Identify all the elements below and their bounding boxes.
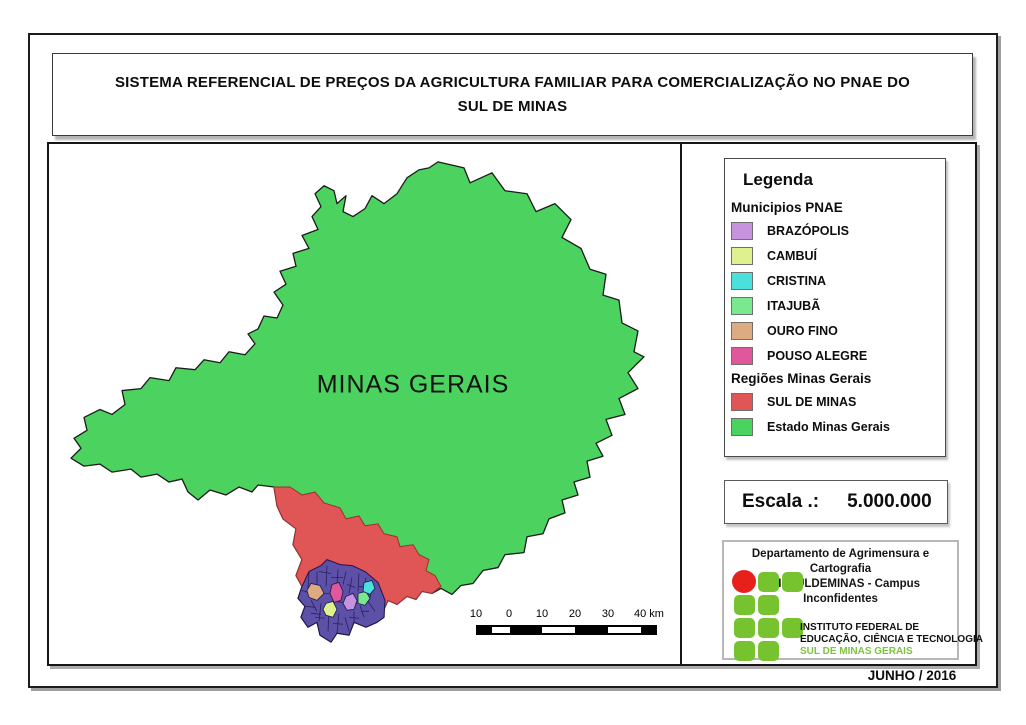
scale-tick-label: 0 <box>505 608 513 620</box>
logo-red-circle <box>732 570 756 593</box>
scale-bar: 10 0 10 20 30 40 km <box>470 608 680 640</box>
logo-square <box>734 595 755 615</box>
color-swatch <box>731 271 753 290</box>
legend-item-label: SUL DE MINAS <box>767 394 857 409</box>
color-swatch <box>731 417 753 436</box>
logo-square <box>782 618 803 638</box>
color-swatch <box>731 392 753 411</box>
scale-box: Escala .: 5.000.000 <box>724 480 948 524</box>
scale-label: Escala .: <box>742 491 820 512</box>
legend-item-label: OURO FINO <box>767 323 838 338</box>
legend-item-label: ITAJUBÃ <box>767 298 821 313</box>
legend-item-brazopolis: BRAZÓPOLIS <box>731 221 945 240</box>
legend-item-itajuba: ITAJUBÃ <box>731 296 945 315</box>
ouro-fino-shape <box>306 583 325 601</box>
logo-square <box>758 641 779 661</box>
legend: Legenda Municipios PNAE BRAZÓPOLIS CAMBU… <box>724 158 946 457</box>
municipios-cluster-shape <box>297 559 386 643</box>
logo-square <box>782 572 803 592</box>
scale-tick-label: 10 <box>535 608 549 620</box>
logo-square <box>758 595 779 615</box>
legend-item-ouro-fino: OURO FINO <box>731 321 945 340</box>
map-title-line2: SUL DE MINAS <box>457 97 568 115</box>
legend-item-label: BRAZÓPOLIS <box>767 223 849 238</box>
legend-item-cambui: CAMBUÍ <box>731 246 945 265</box>
legend-section-municipios: Municipios PNAE <box>731 200 843 215</box>
color-swatch <box>731 221 753 240</box>
map-title-line1: SISTEMA REFERENCIAL DE PREÇOS DA AGRICUL… <box>114 74 911 92</box>
legend-item-cristina: CRISTINA <box>731 271 945 290</box>
legend-item-label: POUSO ALEGRE <box>767 348 868 363</box>
pouso-alegre-shape <box>329 581 344 603</box>
map-title-box: SISTEMA REFERENCIAL DE PREÇOS DA AGRICUL… <box>52 53 973 136</box>
sul-de-minas-region-shape <box>273 486 442 610</box>
color-swatch <box>731 246 753 265</box>
scale-value: 5.000.000 <box>847 491 932 512</box>
scale-tick-label: 40 km <box>634 608 664 620</box>
institute-region: SUL DE MINAS GERAIS <box>800 646 913 658</box>
scale-tick-label: 20 <box>568 608 582 620</box>
state-name-label: MINAS GERAIS <box>316 370 510 399</box>
legend-item-label: CRISTINA <box>767 273 827 288</box>
logo-square <box>758 572 779 592</box>
institute-line1: INSTITUTO FEDERAL DE <box>800 622 920 633</box>
scale-tick-label: 10 <box>469 608 483 620</box>
scale-bar-strip <box>476 625 657 635</box>
map-canvas: MINAS GERAIS 10 0 10 20 30 40 km <box>49 144 682 664</box>
cambui-shape <box>322 600 338 618</box>
legend-section-regioes: Regiões Minas Gerais <box>731 371 872 386</box>
color-swatch <box>731 296 753 315</box>
legend-item-pouso-alegre: POUSO ALEGRE <box>731 346 945 365</box>
legend-item-sul-de-minas: SUL DE MINAS <box>731 392 945 411</box>
credits-line1: Departamento de Agrimensura e Cartografi… <box>751 548 930 575</box>
logo-square <box>734 641 755 661</box>
legend-item-label: Estado Minas Gerais <box>767 419 890 434</box>
map-content-frame: MINAS GERAIS 10 0 10 20 30 40 km Legenda… <box>47 142 983 666</box>
logo-square <box>734 618 755 638</box>
institute-name: INSTITUTO FEDERAL DE EDUCAÇÃO, CIÊNCIA E… <box>800 622 983 659</box>
legend-item-label: CAMBUÍ <box>767 248 817 263</box>
cristina-shape <box>362 580 376 595</box>
color-swatch <box>731 346 753 365</box>
date-label: JUNHO / 2016 <box>867 668 957 683</box>
scale-tick-label: 30 <box>601 608 615 620</box>
legend-item-estado-minas-gerais: Estado Minas Gerais <box>731 417 945 436</box>
brazopolis-shape <box>342 592 358 611</box>
logo-square <box>758 618 779 638</box>
ifsuldeminas-logo <box>732 570 809 664</box>
legend-title: Legenda <box>743 170 813 189</box>
credits-box: Departamento de Agrimensura e Cartografi… <box>722 540 983 661</box>
color-swatch <box>731 321 753 340</box>
institute-line2: EDUCAÇÃO, CIÊNCIA E TECNOLOGIA <box>800 634 983 646</box>
minas-gerais-map <box>70 161 645 643</box>
